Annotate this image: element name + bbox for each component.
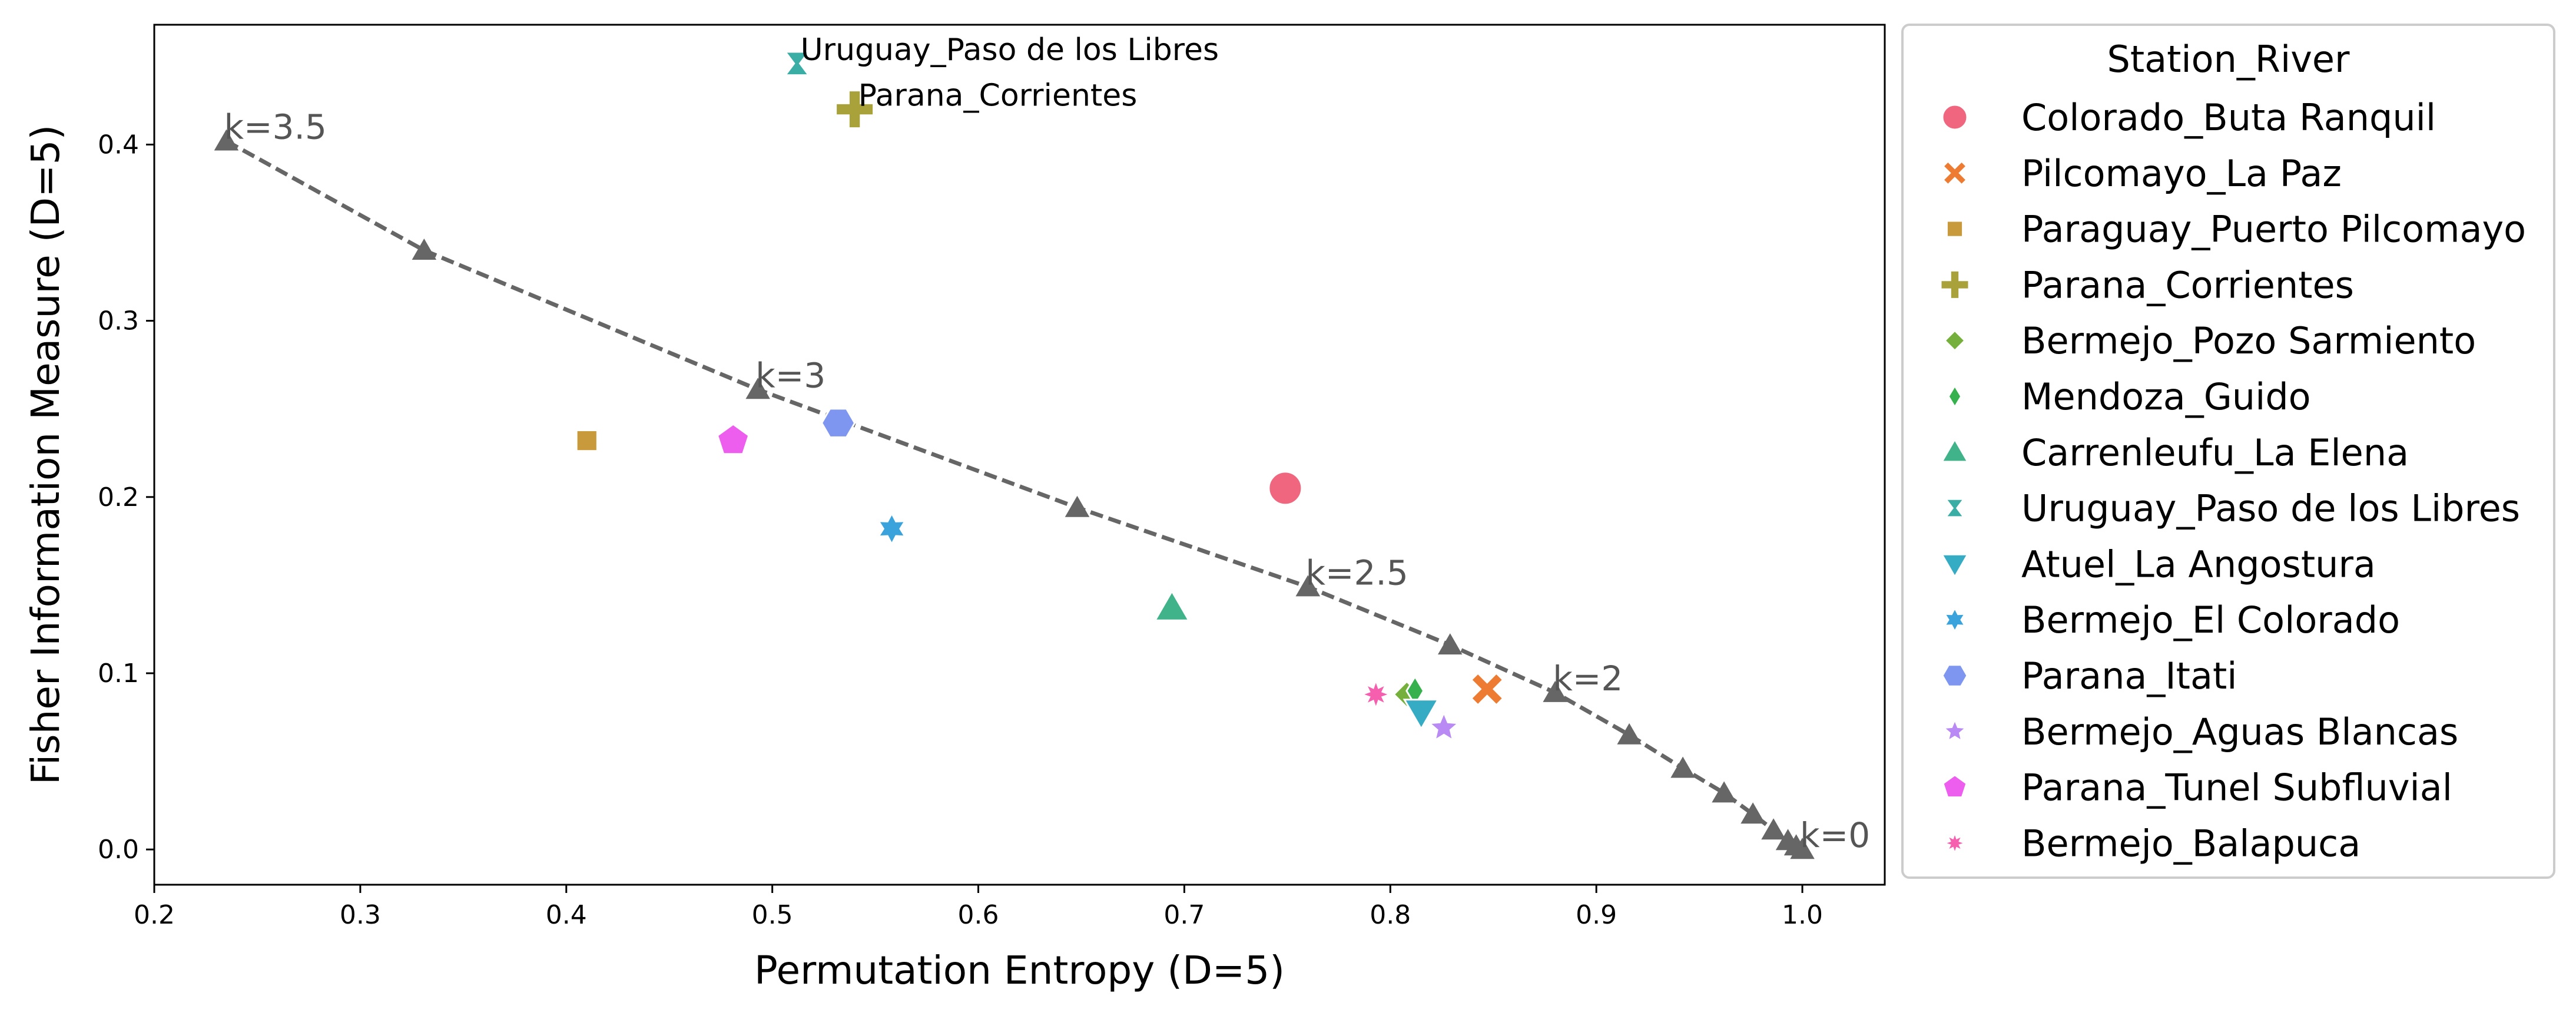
legend-label: Bermejo_Aguas Blancas xyxy=(2021,710,2458,753)
legend-box xyxy=(1901,24,2555,879)
legend-marker xyxy=(1941,664,1968,687)
x-tick-label: 0.4 xyxy=(546,900,587,930)
legend-label: Parana_Itati xyxy=(2021,654,2237,697)
point-annotation: Parana_Corrientes xyxy=(858,78,1138,114)
legend-marker xyxy=(1944,498,1966,518)
legend-marker xyxy=(1940,553,1970,579)
x-axis-title: Permutation Entropy (D=5) xyxy=(754,948,1285,993)
legend-marker xyxy=(1940,269,1970,300)
legend-label: Bermejo_Pozo Sarmiento xyxy=(2021,319,2476,362)
point-annotation: Uruguay_Paso de los Libres xyxy=(801,32,1219,68)
legend-marker xyxy=(1941,829,1968,856)
legend-marker xyxy=(1947,384,1962,409)
legend-marker xyxy=(1941,160,1968,186)
legend: Station_River Colorado_Buta Ranquil Pilcom… xyxy=(1901,24,2555,879)
reference-curve-point xyxy=(1295,575,1321,597)
data-point-parana-corrientes xyxy=(835,90,875,130)
data-point-carrenleufu-la-elena xyxy=(1153,589,1191,621)
data-point-bermejo-el-colorado xyxy=(877,511,907,546)
legend-label: Carrenleufu_La Elena xyxy=(2021,431,2409,474)
legend-label: Atuel_La Angostura xyxy=(2021,542,2376,585)
legend-label: Bermejo_Balapuca xyxy=(2021,822,2360,865)
reference-curve-point xyxy=(1670,756,1695,778)
reference-k-label: k=2 xyxy=(1553,659,1623,699)
reference-curve-point xyxy=(214,129,239,151)
legend-marker xyxy=(1942,773,1968,799)
reference-curve-line xyxy=(225,139,1803,852)
axes: 0.2 0.3 0.4 0.5 0.6 0.7 0.8 0.9 1.0 0.0 0.1 0.2 0.3 0… xyxy=(23,24,1886,993)
data-point-bermejo-aguas-blancas xyxy=(1427,710,1461,742)
reference-k-label: k=2.5 xyxy=(1305,553,1408,593)
y-tick-label: 0.2 xyxy=(98,482,139,512)
x-tick-label: 0.3 xyxy=(340,900,381,930)
data-point-parana-tunel-subfluvial xyxy=(716,423,750,455)
reference-curve-point xyxy=(745,378,770,399)
data-point-parana-itati xyxy=(820,408,856,438)
plot-frame xyxy=(153,24,1886,886)
data-point-paraguay-puerto-pilcomayo xyxy=(575,429,598,452)
reference-k-label: k=3 xyxy=(755,355,825,395)
legend-label: Colorado_Buta Ranquil xyxy=(2021,96,2436,139)
data-point-uruguay-paso-de-los-libres xyxy=(783,51,811,77)
legend-marker xyxy=(1945,220,1964,238)
x-tick-label: 0.5 xyxy=(752,900,793,930)
reference-k-label: k=3.5 xyxy=(224,107,326,147)
reference-curve-point xyxy=(1617,723,1642,745)
y-axis-title: Fisher Information Measure (D=5) xyxy=(23,125,68,785)
x-tick-label: 0.2 xyxy=(134,900,175,930)
reference-curve-point xyxy=(1790,838,1815,859)
y-tick-label: 0.0 xyxy=(98,835,139,865)
reference-curve-point xyxy=(1065,495,1090,517)
x-tick-label: 0.7 xyxy=(1163,900,1205,930)
y-tick-label: 0.1 xyxy=(98,659,139,689)
plot-area: k=3.5 k=3 k=2.5 k=2 k=0 Uruguay_Paso de los L… xyxy=(214,32,1870,859)
x-tick-label: 1.0 xyxy=(1782,900,1823,930)
reference-curve-point xyxy=(1438,633,1463,655)
legend-label: Bermejo_El Colorado xyxy=(2021,598,2400,641)
reference-curve-point xyxy=(1740,802,1765,824)
legend-label: Mendoza_Guido xyxy=(2021,375,2311,418)
data-point-pilcomayo-la-paz xyxy=(1470,671,1504,707)
reference-curve-point xyxy=(412,239,437,260)
data-point-atuel-la-angostura xyxy=(1403,699,1440,731)
legend-label: Parana_Tunel Subfluvial xyxy=(2021,766,2452,809)
data-point-bermejo-balapuca xyxy=(1359,677,1393,712)
legend-title: Station_River xyxy=(2107,38,2350,81)
y-tick-label: 0.4 xyxy=(98,130,139,160)
legend-label: Parana_Corrientes xyxy=(2021,263,2354,306)
legend-label: Uruguay_Paso de los Libres xyxy=(2021,487,2520,530)
legend-marker xyxy=(1940,438,1970,463)
reference-k-label: k=0 xyxy=(1800,815,1870,855)
legend-label: Paraguay_Puerto Pilcomayo xyxy=(2021,208,2526,251)
legend-marker xyxy=(1941,717,1968,743)
legend-label: Pilcomayo_La Paz xyxy=(2021,152,2342,195)
x-tick-label: 0.6 xyxy=(958,900,999,930)
reference-curve-point xyxy=(1761,818,1786,840)
legend-marker xyxy=(1942,606,1967,634)
legend-marker xyxy=(1941,104,1968,131)
x-tick-label: 0.8 xyxy=(1370,900,1411,930)
reference-curve-point xyxy=(1712,781,1736,803)
x-tick-label: 0.9 xyxy=(1576,900,1617,930)
reference-curve-point xyxy=(1543,680,1567,702)
legend-marker xyxy=(1943,329,1967,352)
y-tick-label: 0.3 xyxy=(98,306,139,336)
data-point-colorado-buta-ranquil xyxy=(1268,471,1303,506)
